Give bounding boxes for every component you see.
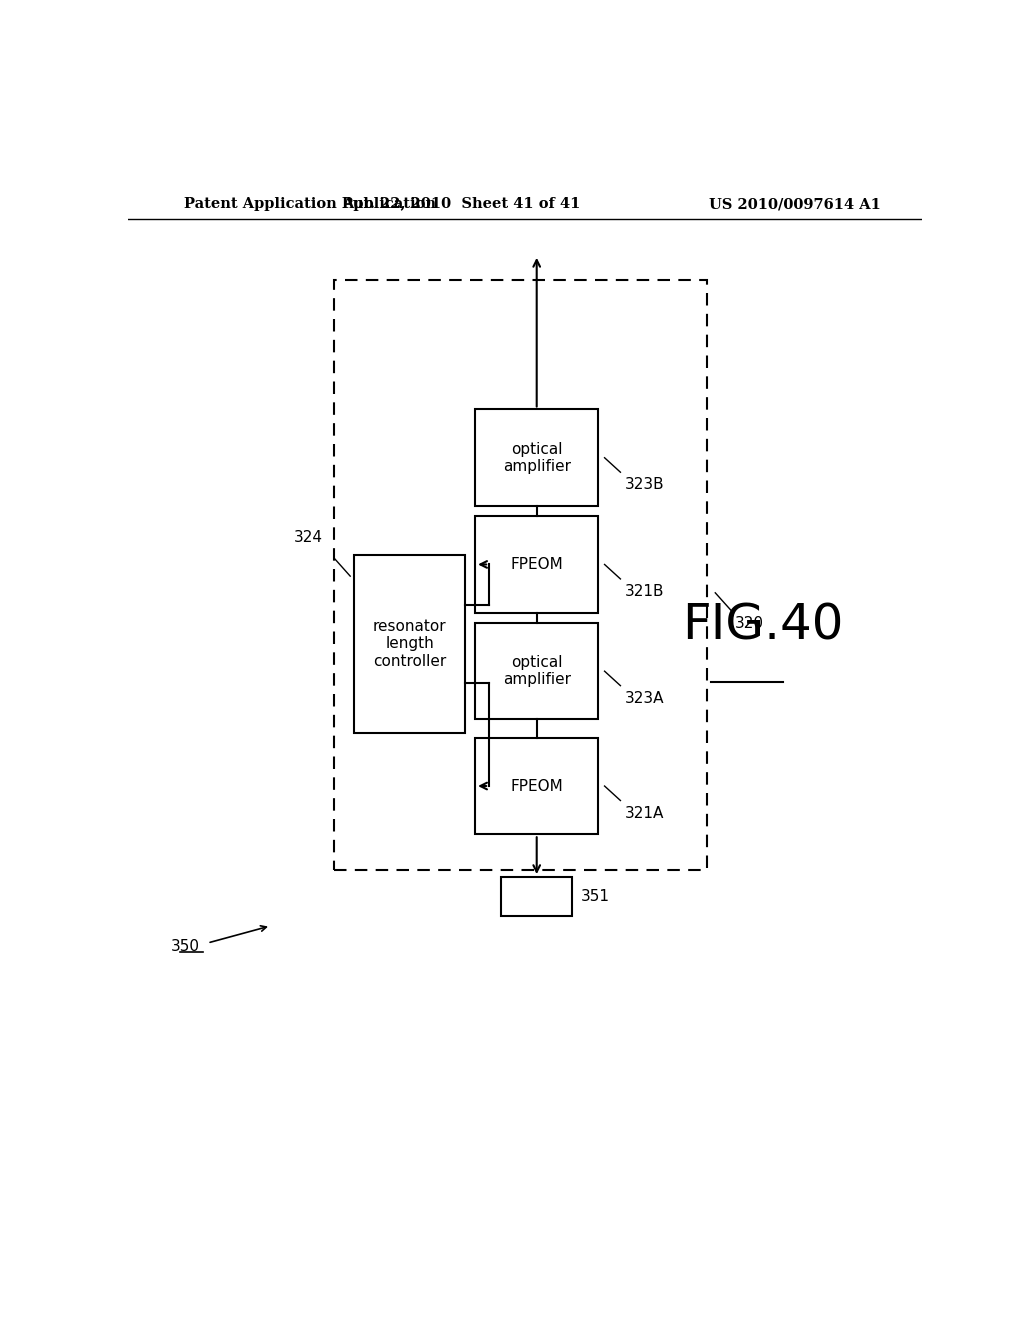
Text: 324: 324 [294,529,323,545]
Text: FIG.40: FIG.40 [682,602,844,649]
Text: 323B: 323B [625,478,664,492]
Text: resonator
length
controller: resonator length controller [373,619,446,669]
Bar [475,623,598,719]
Text: 320: 320 [735,616,764,631]
Text: US 2010/0097614 A1: US 2010/0097614 A1 [709,197,881,211]
Text: 350: 350 [170,939,200,953]
Text: FPEOM: FPEOM [510,779,563,793]
Text: Apr. 22, 2010  Sheet 41 of 41: Apr. 22, 2010 Sheet 41 of 41 [342,197,581,211]
Text: 323A: 323A [625,690,664,706]
Text: FPEOM: FPEOM [510,557,563,572]
Bar [354,554,465,733]
Bar [501,876,572,916]
Text: optical
amplifier: optical amplifier [503,655,570,688]
Text: optical
amplifier: optical amplifier [503,441,570,474]
Bar [334,280,708,870]
Bar [475,738,598,834]
Text: 321A: 321A [625,805,664,821]
Text: 351: 351 [581,888,609,904]
Bar [475,516,598,612]
Bar [475,409,598,506]
Text: Patent Application Publication: Patent Application Publication [183,197,435,211]
Text: 321B: 321B [625,583,664,599]
